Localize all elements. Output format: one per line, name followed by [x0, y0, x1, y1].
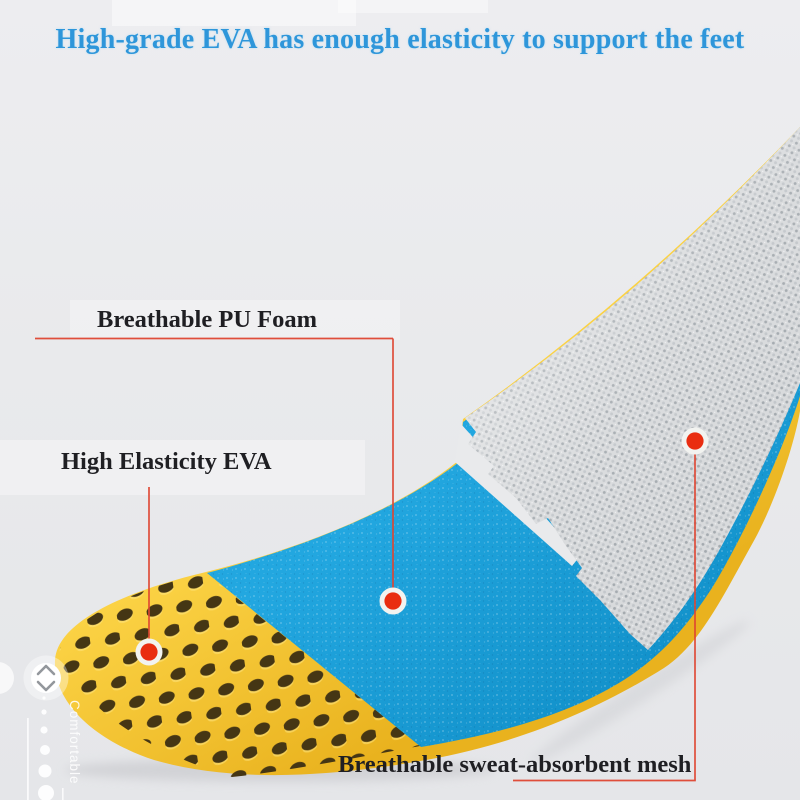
- callout-dots: [135, 427, 709, 666]
- scroll-control-button[interactable]: [23, 655, 69, 701]
- mesh-sheen: [465, 127, 800, 650]
- watermark-dash: [62, 788, 64, 800]
- callout-label-sweat-absorbent-mesh: Breathable sweat-absorbent mesh: [338, 751, 692, 778]
- callout-dot-mesh: [686, 432, 704, 450]
- page-title: High-grade EVA has enough elasticity to …: [55, 24, 745, 55]
- chevron-down-icon: [36, 680, 56, 692]
- callout-dot-eva: [140, 643, 158, 661]
- callout-dot-pu-foam: [384, 592, 402, 610]
- callout-label-high-elasticity-eva: High Elasticity EVA: [61, 448, 272, 475]
- watermark-dots: [38, 696, 54, 800]
- watermark-text: Comfortable: [67, 700, 82, 785]
- callout-label-pu-foam: Breathable PU Foam: [97, 306, 318, 333]
- partial-circle-decoration: [0, 662, 14, 694]
- watermark-line: [27, 718, 29, 800]
- chevron-up-icon: [36, 664, 56, 676]
